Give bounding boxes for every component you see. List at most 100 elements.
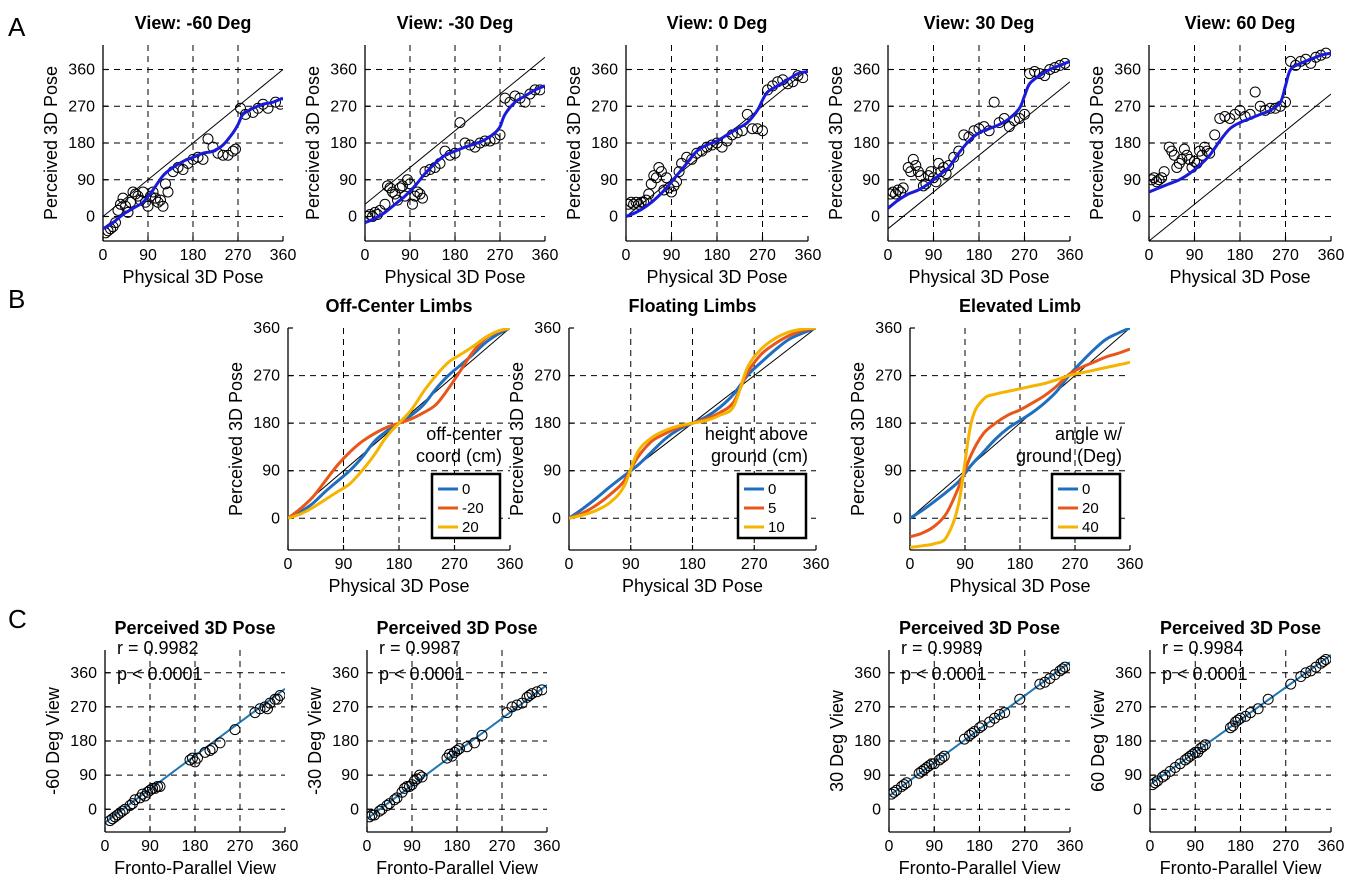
y-tick-label: 0 bbox=[1132, 209, 1141, 226]
data-point bbox=[907, 153, 919, 165]
data-point bbox=[630, 196, 642, 208]
y-tick-label: 0 bbox=[871, 209, 880, 226]
data-point bbox=[162, 186, 174, 198]
y-tick-label: 90 bbox=[863, 767, 881, 784]
x-tick-label: 360 bbox=[1318, 247, 1345, 264]
y-tick-label: 0 bbox=[609, 209, 618, 226]
x-tick-label: 0 bbox=[1145, 247, 1154, 264]
data-point bbox=[628, 198, 640, 210]
data-point bbox=[1310, 51, 1322, 63]
data-point bbox=[214, 737, 226, 749]
data-point bbox=[155, 194, 166, 206]
plot-area bbox=[569, 328, 816, 520]
y-tick-label: 360 bbox=[70, 665, 97, 682]
data-point bbox=[1285, 678, 1297, 690]
data-point bbox=[227, 145, 239, 157]
series-line-10 bbox=[569, 328, 816, 520]
x-axis-label: Physical 3D Pose bbox=[1169, 267, 1310, 287]
legend-entry: 0 bbox=[462, 481, 470, 498]
y-tick-label: 90 bbox=[79, 767, 97, 784]
data-point bbox=[1059, 661, 1070, 673]
y-tick-label: 180 bbox=[332, 733, 359, 750]
x-tick-label: 0 bbox=[363, 838, 372, 855]
x-tick-label: 360 bbox=[497, 556, 524, 573]
chart-title: View: 30 Deg bbox=[924, 13, 1035, 33]
data-point bbox=[1157, 771, 1169, 783]
y-tick-label: 90 bbox=[77, 172, 95, 189]
y-tick-label: 90 bbox=[341, 767, 359, 784]
series-line-20 bbox=[288, 328, 510, 520]
data-point bbox=[1317, 655, 1329, 667]
chart-title: View: 60 Deg bbox=[1185, 13, 1296, 33]
x-tick-label: 180 bbox=[444, 838, 471, 855]
data-point bbox=[142, 200, 154, 212]
chart-title: Elevated Limb bbox=[959, 296, 1081, 316]
x-tick-label: 0 bbox=[885, 838, 894, 855]
y-tick-label: 360 bbox=[534, 320, 561, 337]
data-point bbox=[958, 129, 970, 141]
plot-area bbox=[910, 328, 1130, 549]
panel-label-b: B bbox=[8, 284, 25, 314]
chart-title: Perceived 3D Pose bbox=[899, 618, 1060, 638]
x-tick-label: 90 bbox=[1186, 838, 1204, 855]
plot-area bbox=[288, 328, 510, 520]
y-tick-label: 270 bbox=[534, 368, 561, 385]
data-point bbox=[262, 703, 273, 715]
x-tick-label: 180 bbox=[966, 247, 993, 264]
y-tick-label: 360 bbox=[875, 320, 902, 337]
x-tick-label: 270 bbox=[741, 556, 768, 573]
data-point bbox=[897, 182, 909, 194]
chart-a2: 0 90 180 270 360 0 90 180 270 360 View: -30 Deg Phy… bbox=[303, 13, 558, 287]
data-point bbox=[417, 192, 428, 204]
chart-c2: 0 90 180 270 360 0 90 180 270 360 Perceived 3D Pos… bbox=[305, 618, 560, 878]
data-point bbox=[901, 777, 913, 789]
data-point bbox=[898, 779, 910, 791]
x-tick-label: 360 bbox=[803, 556, 830, 573]
panel-label-a: A bbox=[8, 12, 26, 42]
y-tick-label: 360 bbox=[332, 665, 359, 682]
data-point bbox=[988, 96, 1000, 108]
data-point bbox=[202, 133, 214, 145]
data-point bbox=[469, 737, 480, 749]
x-tick-label: 180 bbox=[1007, 556, 1034, 573]
y-tick-label: 0 bbox=[872, 801, 881, 818]
data-point bbox=[1189, 155, 1200, 167]
y-tick-label: 90 bbox=[884, 463, 902, 480]
y-tick-label: 270 bbox=[332, 699, 359, 716]
chart-title: Floating Limbs bbox=[629, 296, 757, 316]
data-point bbox=[888, 186, 899, 198]
data-point bbox=[757, 125, 768, 137]
x-axis-label: Fronto-Parallel View bbox=[1160, 858, 1323, 878]
x-tick-label: 180 bbox=[180, 247, 207, 264]
x-axis-label: Physical 3D Pose bbox=[384, 267, 525, 287]
x-tick-label: 90 bbox=[925, 247, 943, 264]
p-value-text: p < 0.0001 bbox=[379, 664, 465, 684]
data-point bbox=[526, 688, 538, 700]
x-tick-label: 360 bbox=[1057, 247, 1084, 264]
y-axis-label: Perceived 3D Pose bbox=[41, 66, 61, 220]
legend-entry: 20 bbox=[462, 519, 479, 536]
data-point bbox=[536, 684, 547, 696]
x-axis-label: Physical 3D Pose bbox=[622, 576, 763, 596]
y-tick-label: 0 bbox=[86, 209, 95, 226]
legend-title: angle w/ bbox=[1055, 424, 1122, 444]
x-tick-label: 90 bbox=[139, 247, 157, 264]
y-tick-label: 270 bbox=[70, 699, 97, 716]
identity-line bbox=[103, 69, 283, 217]
data-point bbox=[381, 799, 393, 811]
data-point bbox=[1300, 667, 1312, 679]
data-point bbox=[1252, 703, 1264, 715]
chart-b1: 0 90 180 270 360 0 90 180 270 360 Off-Center Limbs… bbox=[226, 296, 523, 596]
data-point bbox=[966, 727, 978, 739]
x-tick-label: 0 bbox=[884, 247, 893, 264]
data-point bbox=[394, 182, 406, 194]
data-point bbox=[511, 699, 523, 711]
data-point bbox=[424, 164, 436, 176]
data-point bbox=[419, 166, 431, 178]
data-point bbox=[147, 186, 159, 198]
data-point bbox=[122, 206, 134, 218]
correlation-text: r = 0.9984 bbox=[1162, 638, 1244, 658]
x-tick-label: 360 bbox=[532, 247, 559, 264]
data-point bbox=[1049, 61, 1061, 73]
data-point bbox=[204, 744, 216, 756]
